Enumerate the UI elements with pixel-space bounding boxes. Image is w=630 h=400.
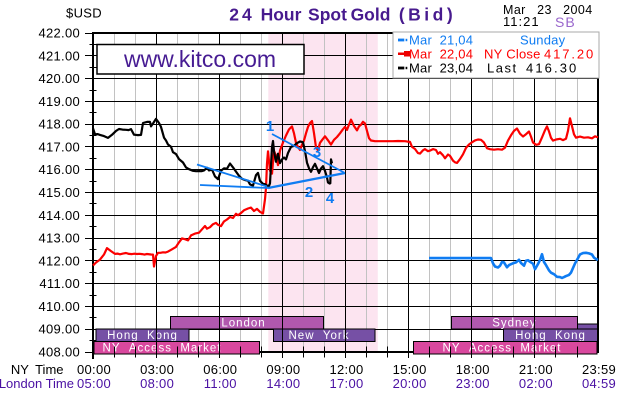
svg-text:11:21: 11:21 <box>503 14 540 29</box>
svg-text:422.00: 422.00 <box>38 26 80 41</box>
svg-text:416.30: 416.30 <box>526 61 578 76</box>
svg-text:London: London <box>221 317 265 329</box>
svg-text:Mar 22,04: Mar 22,04 <box>409 47 473 62</box>
svg-text:24: 24 <box>229 5 254 25</box>
svg-text:12:00: 12:00 <box>329 362 363 377</box>
svg-text:NY Access Market: NY Access Market <box>103 342 222 354</box>
svg-text:23:00: 23:00 <box>456 376 490 391</box>
svg-text:London Time: London Time <box>0 376 74 391</box>
svg-text:NY Time: NY Time <box>11 362 64 377</box>
svg-text:Hong Kong: Hong Kong <box>515 330 586 342</box>
svg-text:413.00: 413.00 <box>38 231 80 246</box>
svg-text:14:00: 14:00 <box>266 376 300 391</box>
svg-text:21:00: 21:00 <box>519 362 553 377</box>
svg-text:414.00: 414.00 <box>38 208 80 223</box>
svg-text:11:00: 11:00 <box>204 376 237 391</box>
svg-text:03:00: 03:00 <box>140 362 174 377</box>
svg-text:05:00: 05:00 <box>77 376 111 391</box>
svg-text:NY Access Market: NY Access Market <box>443 342 562 354</box>
svg-text:1: 1 <box>266 118 274 135</box>
svg-text:Gold: Gold <box>351 5 391 25</box>
svg-text:418.00: 418.00 <box>38 117 80 132</box>
svg-text:4: 4 <box>326 190 335 207</box>
svg-text:417.00: 417.00 <box>38 139 80 154</box>
svg-text:419.00: 419.00 <box>38 94 80 109</box>
svg-text:NY Close: NY Close <box>484 47 541 62</box>
svg-text:SB: SB <box>555 14 576 30</box>
svg-text:Last: Last <box>487 61 518 76</box>
svg-text:411.00: 411.00 <box>39 276 80 291</box>
svg-text:00:00: 00:00 <box>77 362 111 377</box>
svg-text:23:59: 23:59 <box>582 362 616 377</box>
svg-text:09:00: 09:00 <box>266 362 300 377</box>
svg-text:Spot: Spot <box>308 5 347 25</box>
svg-text:04:59: 04:59 <box>582 376 616 391</box>
svg-text:20:00: 20:00 <box>393 376 427 391</box>
svg-text:3: 3 <box>313 144 321 161</box>
svg-text:415.00: 415.00 <box>38 185 80 200</box>
svg-text:Sydney: Sydney <box>492 317 536 329</box>
svg-text:412.00: 412.00 <box>38 253 80 268</box>
svg-text:Hour: Hour <box>261 5 302 25</box>
svg-text:Hong Kong: Hong Kong <box>107 330 178 342</box>
svg-text:410.00: 410.00 <box>38 299 80 314</box>
svg-text:408.00: 408.00 <box>38 345 80 360</box>
svg-text:416.00: 416.00 <box>38 162 80 177</box>
svg-text:409.00: 409.00 <box>38 322 80 337</box>
svg-text:Mar 23 2004: Mar 23 2004 <box>503 3 593 17</box>
svg-text:421.00: 421.00 <box>38 48 80 63</box>
svg-text:Mar 21,04: Mar 21,04 <box>409 33 473 48</box>
svg-text:02:00: 02:00 <box>519 376 553 391</box>
svg-text:$USD: $USD <box>66 6 102 21</box>
svg-text:17:00: 17:00 <box>329 376 363 391</box>
svg-text:www.kitco.com: www.kitco.com <box>123 46 276 72</box>
svg-text:Mar 23,04: Mar 23,04 <box>409 61 473 76</box>
svg-text:18:00: 18:00 <box>456 362 490 377</box>
svg-text:15:00: 15:00 <box>393 362 427 377</box>
svg-text:420.00: 420.00 <box>38 71 80 86</box>
svg-text:Sunday: Sunday <box>520 33 566 48</box>
svg-text:06:00: 06:00 <box>203 362 237 377</box>
svg-text:2: 2 <box>305 184 313 201</box>
svg-text:(Bid): (Bid) <box>399 5 456 25</box>
svg-text:417.20: 417.20 <box>544 47 595 62</box>
svg-text:New York: New York <box>289 330 350 342</box>
svg-text:08:00: 08:00 <box>140 376 174 391</box>
